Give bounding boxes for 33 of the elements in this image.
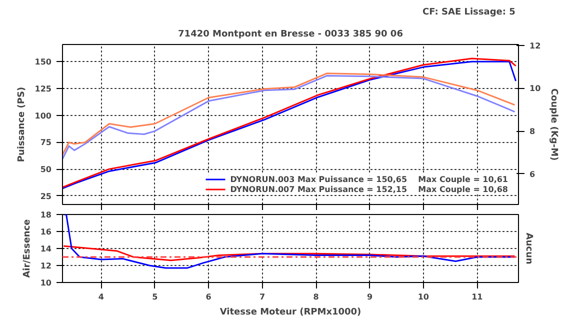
y-axis-title: Puissance (PS) xyxy=(16,86,27,162)
y2-tick-label: 10 xyxy=(530,84,542,94)
y-axis-title: Air/Essence xyxy=(22,219,32,278)
y-tick-label: 10 xyxy=(40,278,52,288)
y-tick-label: 125 xyxy=(34,84,52,94)
y2-axis-title: Couple (Kg-M) xyxy=(548,88,559,161)
y-tick-label: 12 xyxy=(40,262,52,270)
y2-tick-label: 6 xyxy=(530,170,536,179)
y-tick-label: 25 xyxy=(40,192,52,201)
x-tick-label: 7 xyxy=(260,292,266,302)
x-tick-label: 8 xyxy=(313,292,320,302)
legend-label: DYNORUN.007 Max Puissance = 152,15 Max Couple = 10,68 xyxy=(230,184,508,194)
chart-subtitle: 71420 Montpont en Bresse - 0033 385 90 06 xyxy=(178,30,403,40)
x-tick-label: 6 xyxy=(206,292,212,302)
y-tick-label: 50 xyxy=(40,165,52,174)
x-tick-label: 5 xyxy=(152,292,158,302)
x-tick-label: 10 xyxy=(418,292,430,302)
y-tick-label: 100 xyxy=(34,111,52,120)
y2-axis-title: Aucun xyxy=(524,232,534,264)
y-tick-label: 150 xyxy=(34,58,52,67)
y-tick-label: 16 xyxy=(40,228,52,236)
y2-tick-label: 8 xyxy=(530,127,536,136)
y-tick-label: 18 xyxy=(40,210,52,220)
text: CF: SAE Lissage: 5 xyxy=(422,8,516,18)
x-tick-label: 4 xyxy=(98,292,104,302)
y-tick-label: 75 xyxy=(40,138,52,148)
x-axis-title: Vitesse Moteur (RPMx1000) xyxy=(220,308,362,318)
x-tick-label: 9 xyxy=(366,292,373,302)
y2-tick-label: 12 xyxy=(530,41,541,50)
line-series xyxy=(62,245,516,262)
legend-label: DYNORUN.003 Max Puissance = 150,65 Max Couple = 10,61 xyxy=(230,174,508,184)
y-tick-label: 14 xyxy=(40,244,52,254)
x-tick-label: 11 xyxy=(472,292,484,302)
